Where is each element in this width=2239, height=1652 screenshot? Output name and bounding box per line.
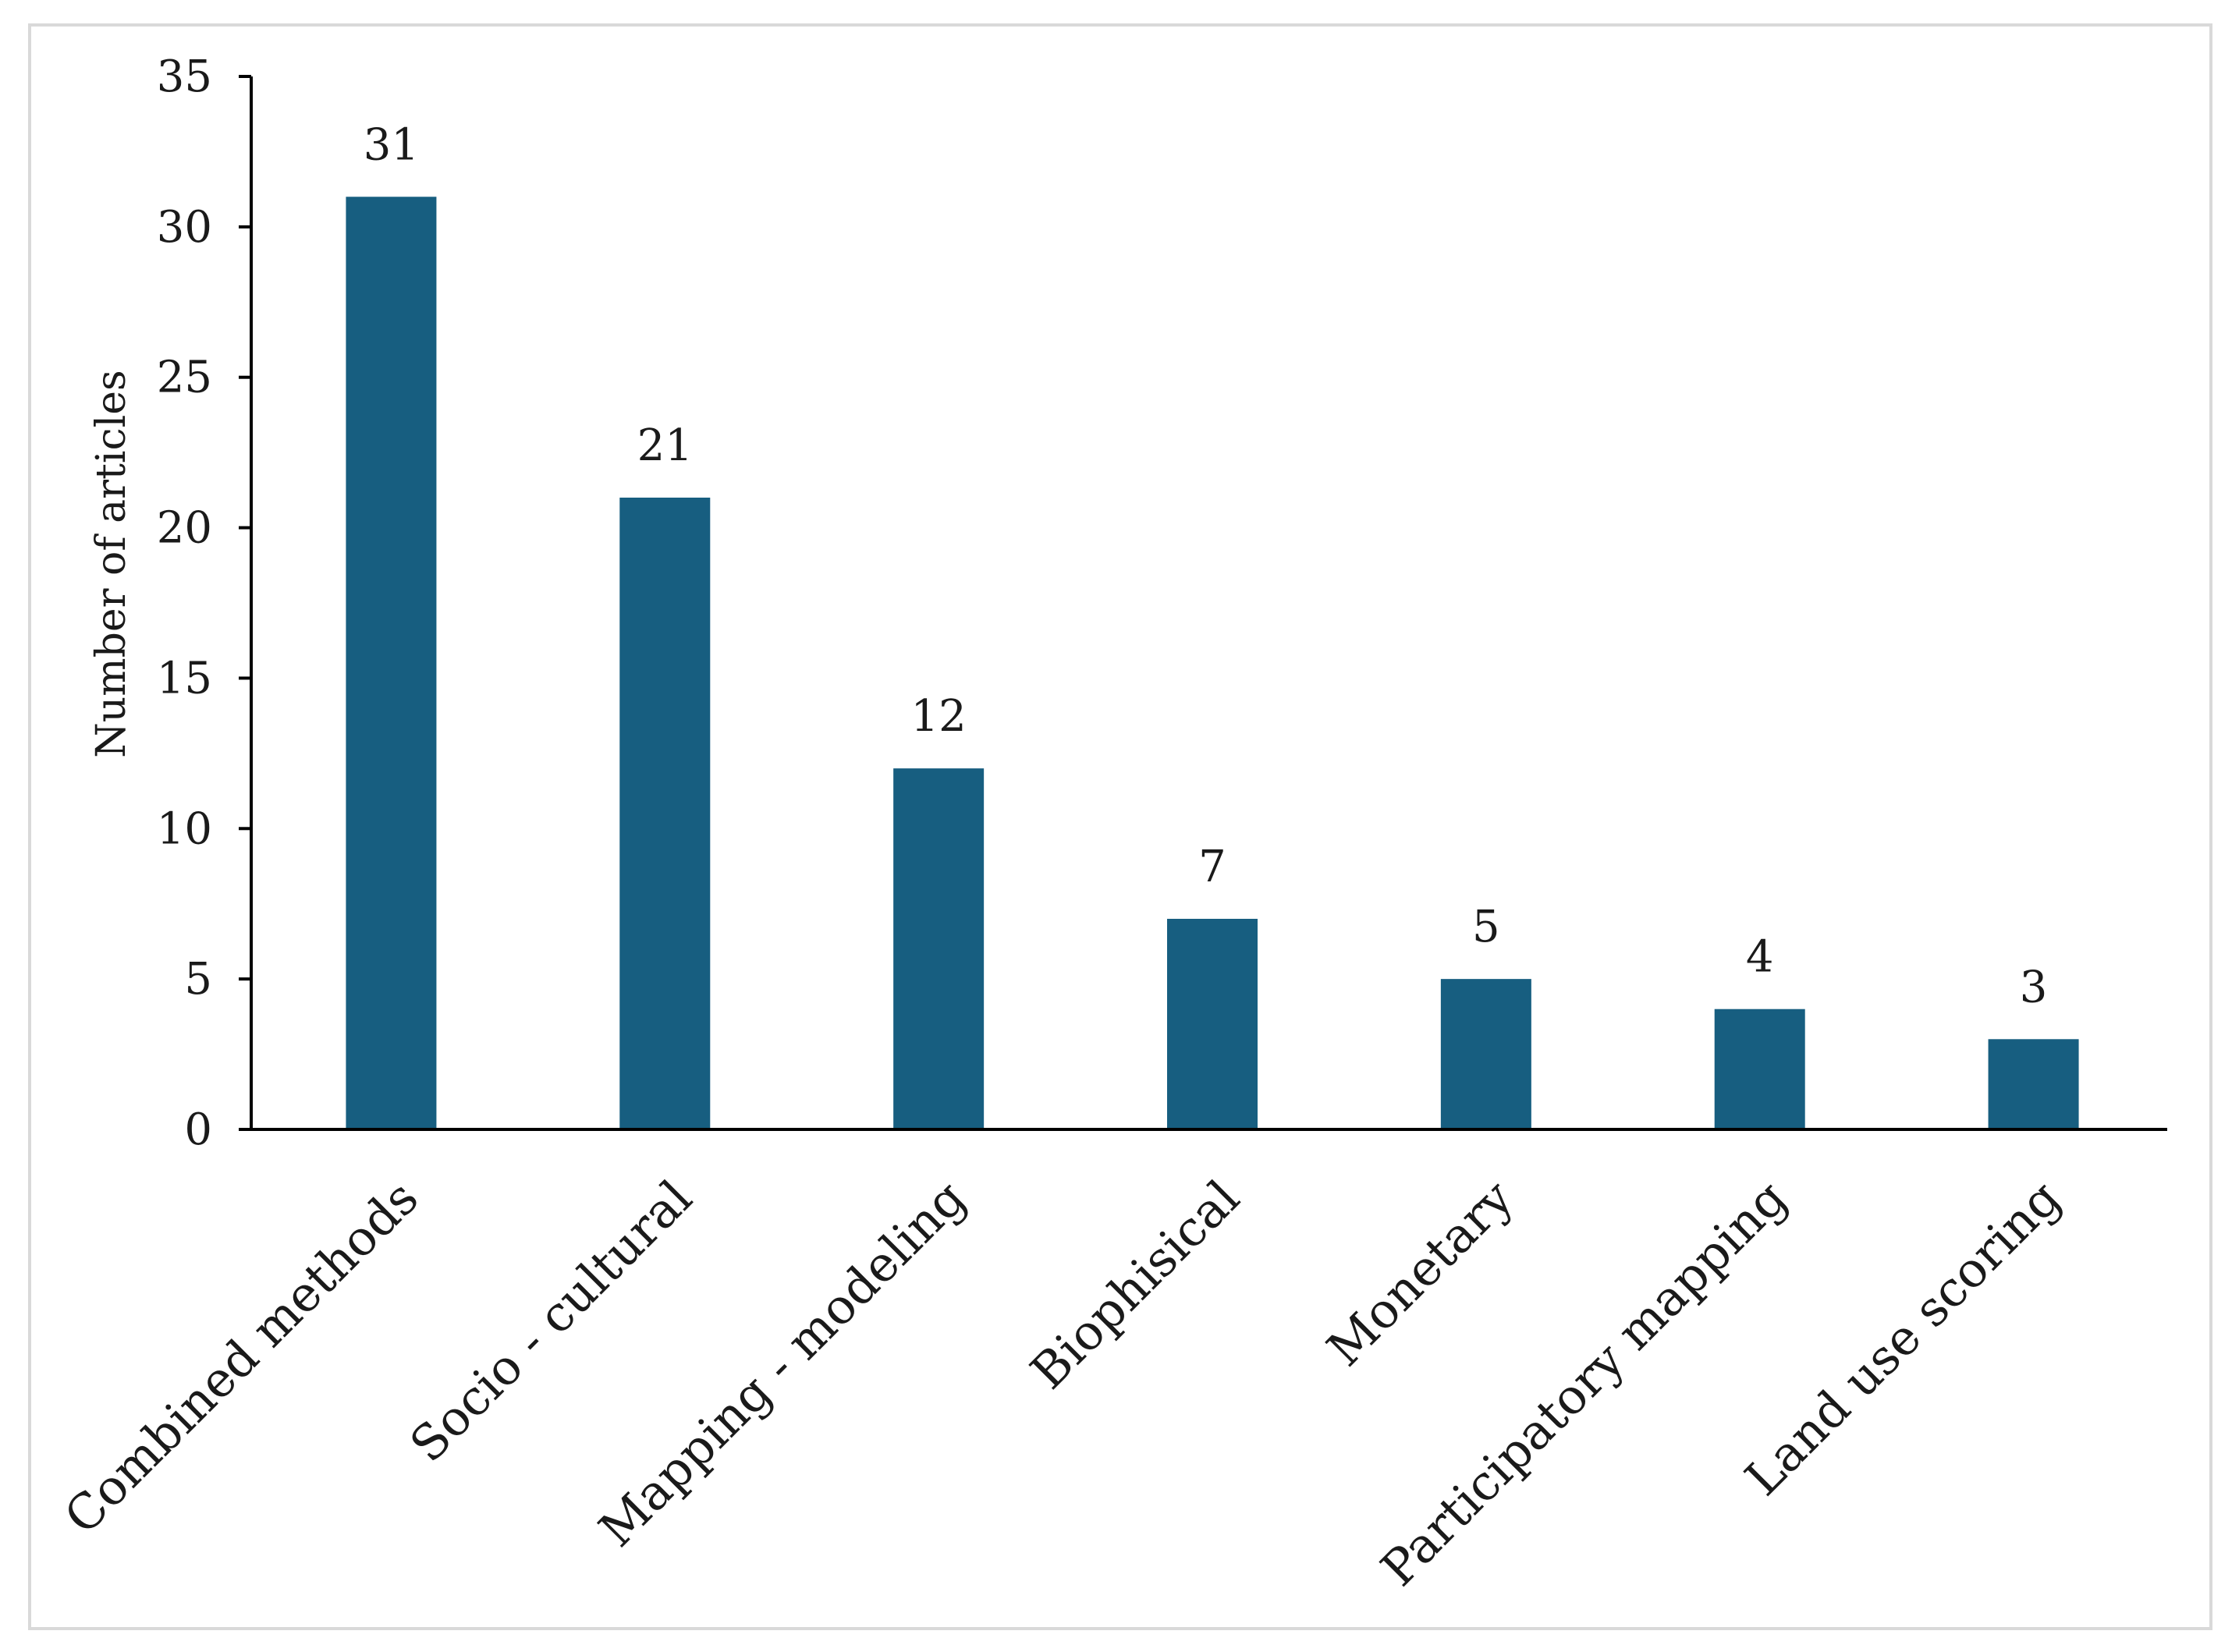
data-label: 7 <box>1198 842 1226 892</box>
bar <box>1714 1009 1805 1129</box>
data-label: 21 <box>637 420 693 471</box>
y-tick-label: 5 <box>184 954 212 1005</box>
y-tick-label: 20 <box>157 503 212 554</box>
data-label: 5 <box>1472 902 1500 952</box>
y-tick-label: 35 <box>157 51 212 102</box>
data-label: 12 <box>911 691 967 742</box>
data-label: 31 <box>364 119 419 170</box>
bar <box>893 768 985 1129</box>
data-label: 3 <box>2020 962 2048 1012</box>
y-axis-title: Number of articles <box>88 370 135 757</box>
bar <box>346 197 437 1129</box>
data-labels: 31 21 12 7 5 4 3 <box>364 119 2048 1012</box>
y-tick-label: 10 <box>157 803 212 854</box>
y-tick-label: 0 <box>184 1104 212 1155</box>
y-tick-label: 30 <box>157 202 212 253</box>
y-tick-label: 25 <box>157 353 212 403</box>
bar <box>1440 979 1531 1129</box>
category-label: Monetary <box>1316 1169 1524 1377</box>
category-label: Combined methods <box>53 1169 429 1545</box>
y-tick-label: 15 <box>157 653 212 704</box>
y-axis-ticks: 0 5 10 15 20 25 30 35 <box>157 51 251 1155</box>
category-label: Socio - cultural <box>399 1169 702 1473</box>
bars <box>346 197 2079 1129</box>
category-label: Biophisical <box>1020 1169 1251 1400</box>
bar <box>1988 1039 2079 1129</box>
bar <box>1167 919 1258 1129</box>
data-label: 4 <box>1746 932 1774 983</box>
bar <box>619 498 711 1129</box>
